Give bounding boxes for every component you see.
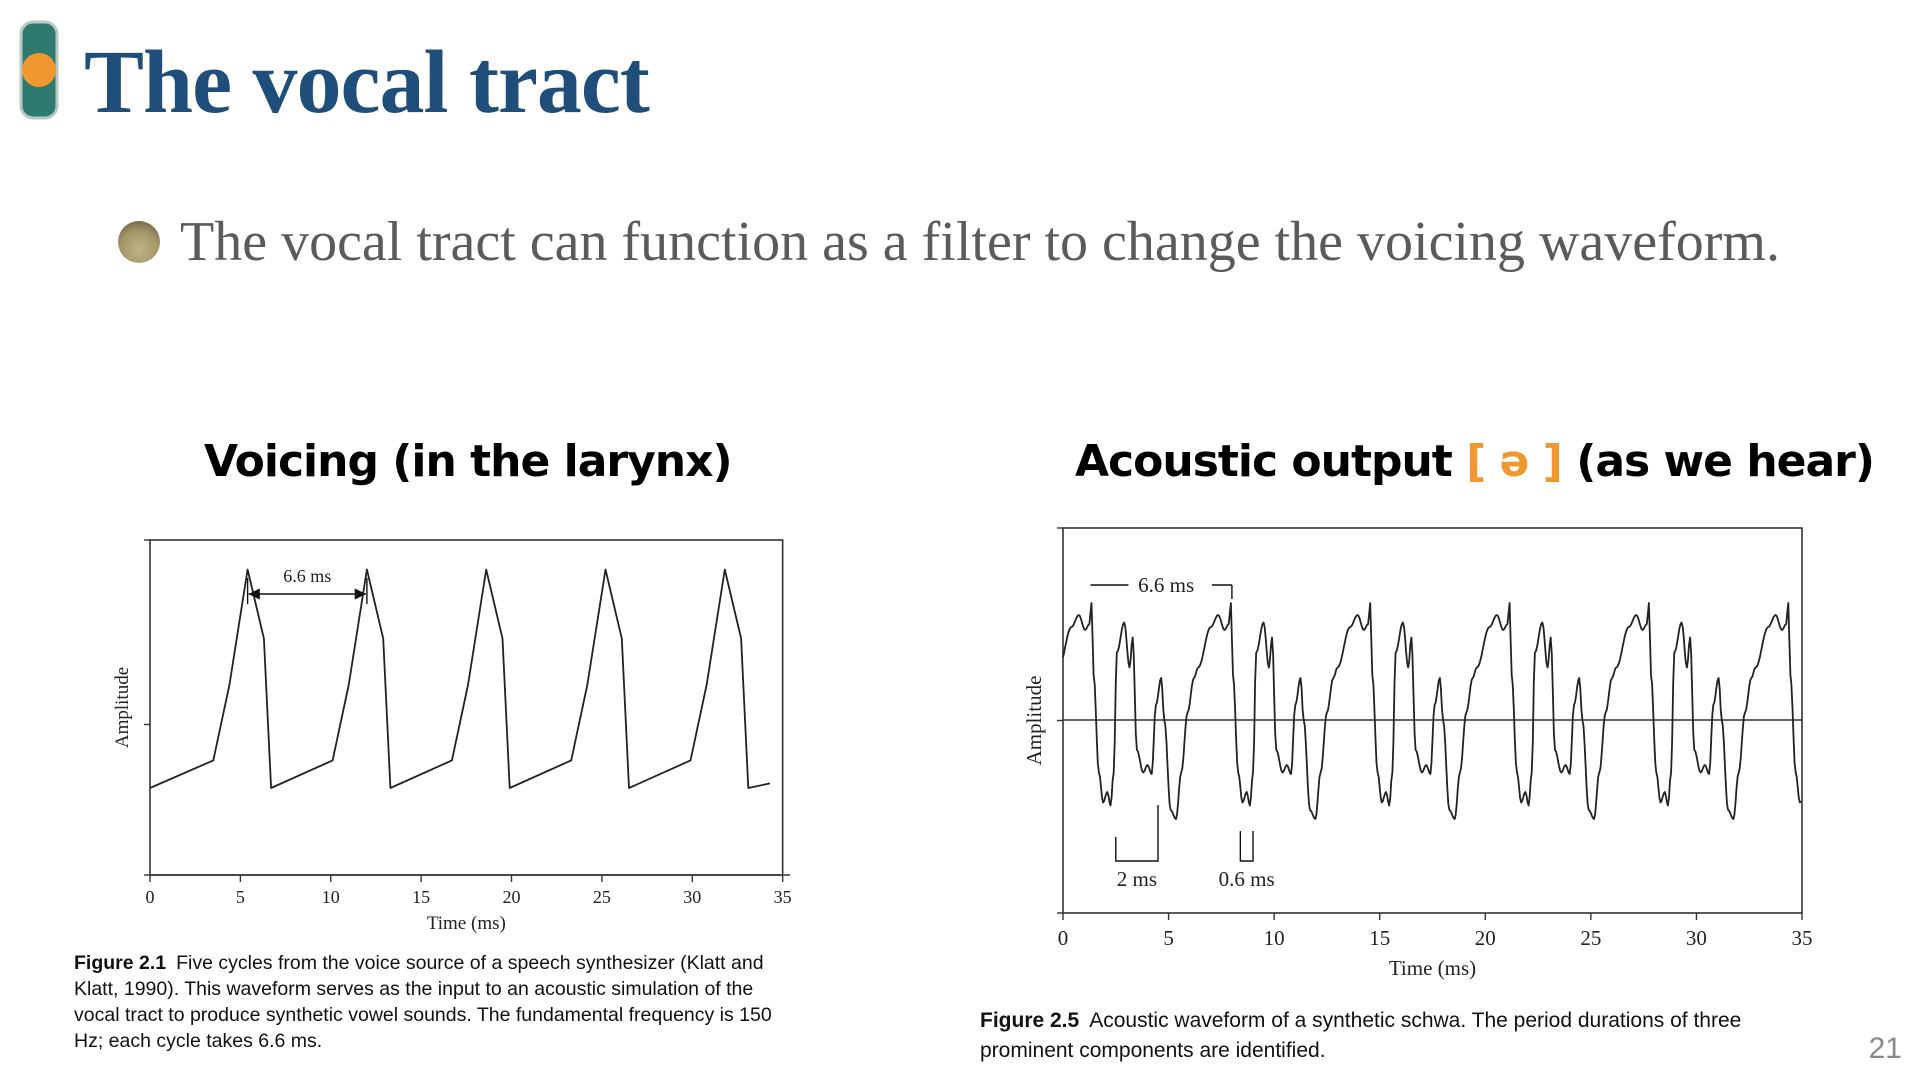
chart0-x-tick-label: 30 bbox=[683, 887, 701, 907]
period-06ms-bracket bbox=[1239, 831, 1254, 862]
chart1-x-tick-label: 0 bbox=[1058, 926, 1069, 950]
chart0-y-axis-label: Amplitude bbox=[112, 667, 133, 748]
traffic-light-logo-icon bbox=[19, 20, 59, 120]
left-panel-heading: Voicing (in the larynx) bbox=[204, 436, 733, 487]
right-heading-pre: Acoustic output bbox=[1075, 436, 1453, 487]
chart1-x-tick-label: 5 bbox=[1163, 926, 1174, 950]
bullet-text: The vocal tract can function as a filter… bbox=[180, 211, 1780, 273]
chart0-x-tick-label: 15 bbox=[412, 887, 430, 907]
left-caption-text: Five cycles from the voice source of a s… bbox=[74, 952, 772, 1052]
period-2ms-bracket bbox=[1115, 805, 1159, 862]
right-heading-post: (as we hear) bbox=[1576, 436, 1875, 487]
slide-title: The vocal tract bbox=[84, 33, 650, 132]
chart0-x-tick-label: 10 bbox=[322, 887, 340, 907]
bullet-item: The vocal tract can function as a filter… bbox=[118, 210, 1780, 274]
chart0-x-tick-label: 35 bbox=[774, 887, 792, 907]
left-caption: Figure 2.1 Five cycles from the voice sou… bbox=[74, 950, 794, 1054]
chart1-y-axis-label: Amplitude bbox=[1022, 676, 1046, 766]
bullet-dot-icon bbox=[118, 221, 160, 263]
right-panel-heading: Acoustic output [ ə ] (as we hear) bbox=[1075, 436, 1875, 487]
period-06ms-annotation-label: 0.6 ms bbox=[1219, 867, 1275, 891]
chart1-x-tick-label: 20 bbox=[1475, 926, 1496, 950]
chart0-x-axis-label: Time (ms) bbox=[427, 913, 506, 934]
chart1-x-tick-label: 30 bbox=[1686, 926, 1707, 950]
right-caption-label: Figure 2.5 bbox=[980, 1009, 1080, 1032]
right-heading-ipa: [ ə ] bbox=[1466, 436, 1563, 487]
chart1-x-tick-label: 25 bbox=[1580, 926, 1601, 950]
chart0-x-tick-label: 25 bbox=[593, 887, 611, 907]
chart1-x-tick-label: 15 bbox=[1369, 926, 1390, 950]
schwa-waveform-series bbox=[1062, 602, 1802, 820]
period-66-annotation-label: 6.6 ms bbox=[1138, 573, 1194, 597]
page-number: 21 bbox=[1868, 1032, 1902, 1065]
chart1-x-tick-label: 35 bbox=[1792, 926, 1813, 950]
chart1-x-tick-label: 10 bbox=[1264, 926, 1285, 950]
left-caption-label: Figure 2.1 bbox=[74, 952, 167, 974]
chart0-x-tick-label: 20 bbox=[503, 887, 521, 907]
chart1-x-axis-label: Time (ms) bbox=[1389, 956, 1476, 980]
right-caption: Figure 2.5 Acoustic waveform of a synthet… bbox=[980, 1006, 1800, 1066]
right-caption-text: Acoustic waveform of a synthetic schwa. … bbox=[980, 1009, 1742, 1062]
chart0-x-tick-label: 5 bbox=[236, 887, 245, 907]
period-annotation-label: 6.6 ms bbox=[283, 566, 331, 586]
chart0-x-tick-label: 0 bbox=[146, 887, 155, 907]
period-2ms-annotation-label: 2 ms bbox=[1117, 867, 1157, 891]
voice-source-waveform-series bbox=[149, 568, 771, 789]
